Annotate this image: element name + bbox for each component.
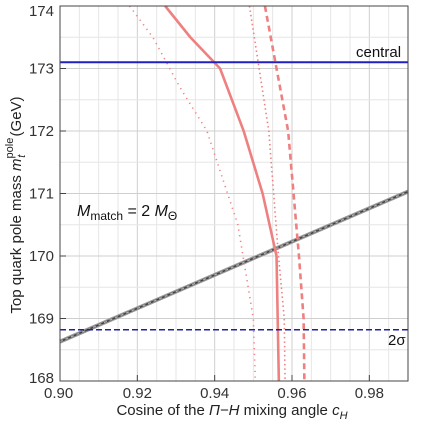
y-axis-label-sup: pole (4, 138, 16, 159)
y-tick-label: 173 (29, 61, 54, 78)
x-axis-label: Cosine of the Π−H mixing angle cH (116, 402, 347, 422)
x-axis-label-var: c (332, 402, 340, 419)
match-m: M (77, 203, 91, 220)
y-tick-label: 171 (29, 186, 54, 203)
x-axis-label-main: Cosine of the (116, 402, 209, 419)
y-tick-label: 170 (29, 248, 54, 265)
grid (59, 5, 409, 382)
series-line-solid-red (164, 5, 281, 382)
y-axis-label-unit: (GeV) (8, 96, 25, 140)
matching-scale-label: Mmatch = 2 MΘ (77, 203, 177, 223)
central-label: central (356, 44, 401, 61)
y-axis-label-var: m (8, 158, 25, 171)
y-tick-label: 169 (29, 311, 54, 328)
x-tick-label: 0.96 (277, 385, 306, 402)
match-m2: M (155, 203, 169, 220)
x-axis-label-symbol: Π−H (209, 402, 240, 419)
series-layer (59, 5, 409, 382)
ticks: 0.90 0.92 0.94 0.96 0.98 168 169 170 171 172 173 17… (29, 3, 384, 402)
match-sub2: Θ (168, 209, 177, 223)
two-sigma-label: 2σ (388, 332, 406, 349)
x-tick-label: 0.98 (355, 385, 384, 402)
y-axis-label-sub: t (16, 154, 28, 158)
x-tick-label: 0.92 (123, 385, 152, 402)
reference-lines (60, 61, 408, 331)
match-eq: = 2 (123, 203, 155, 220)
y-tick-label: 174 (29, 3, 54, 20)
x-tick-label: 0.94 (200, 385, 229, 402)
series-line-dashed-red (263, 5, 306, 382)
x-axis-label-rest: mixing angle (240, 402, 333, 419)
x-axis-label-sub: H (340, 410, 348, 422)
y-axis-label-main: Top quark pole mass (8, 171, 25, 314)
match-sub: match (90, 209, 123, 223)
series-line-gray (59, 190, 409, 343)
y-tick-label: 172 (29, 123, 54, 140)
y-tick-label: 168 (29, 370, 54, 387)
y-axis-label: Top quark pole mass mpolet (GeV) (4, 96, 28, 313)
x-tick-label: 0.90 (44, 385, 73, 402)
